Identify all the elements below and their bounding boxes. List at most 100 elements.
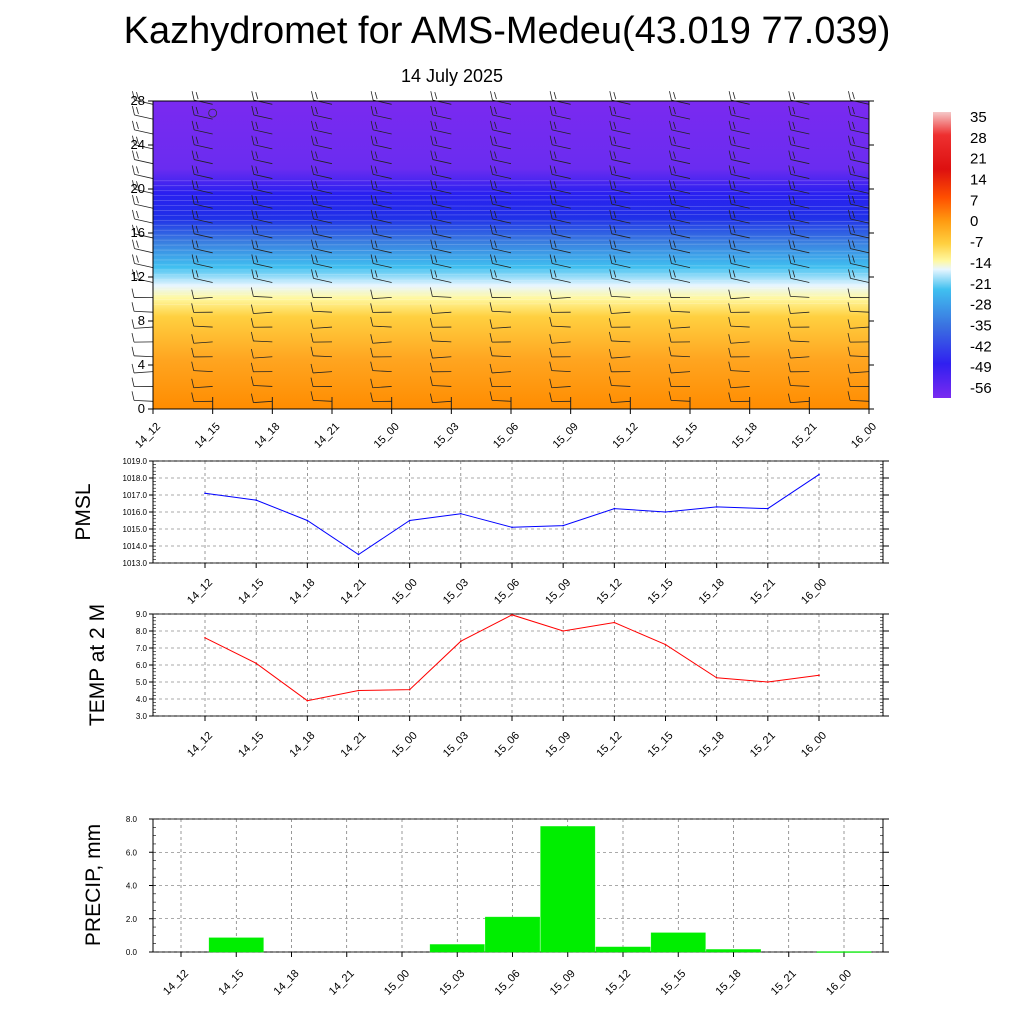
wind-barb bbox=[671, 174, 691, 179]
wind-barb bbox=[731, 114, 750, 120]
wind-barb bbox=[313, 326, 333, 329]
temp-2m-x-tick-label: 15_21 bbox=[748, 730, 778, 760]
pmsl-y-tick-label: 1014.0 bbox=[123, 542, 148, 551]
heatmap-field bbox=[153, 101, 869, 409]
page-title: Kazhydromet for AMS-Medeu(43.019 77.039) bbox=[123, 10, 891, 52]
wind-barb-flag bbox=[792, 181, 796, 189]
wind-barb-flag bbox=[848, 195, 851, 205]
wind-barb-flag bbox=[549, 180, 553, 190]
wind-barb-flag bbox=[669, 105, 672, 116]
wind-barb-flag bbox=[132, 224, 135, 234]
wind-barb-flag bbox=[370, 239, 374, 249]
wind-barb-flag bbox=[191, 239, 195, 249]
wind-barb-flag bbox=[549, 224, 553, 234]
wind-barb-flag bbox=[429, 318, 433, 328]
wind-barb bbox=[372, 341, 392, 344]
wind-barb-flag bbox=[848, 239, 851, 249]
precip-y-tick-label: 2.0 bbox=[126, 915, 138, 924]
wind-barb bbox=[790, 218, 810, 224]
wind-barb-flag bbox=[195, 210, 199, 219]
wind-barb bbox=[611, 340, 631, 343]
wind-barb-flag bbox=[787, 331, 791, 342]
wind-barb-flag bbox=[553, 106, 557, 115]
wind-barb bbox=[671, 233, 691, 239]
wind-barb bbox=[313, 129, 333, 135]
wind-barb-flag bbox=[549, 303, 553, 313]
wind-barb-flag bbox=[847, 391, 851, 401]
wind-barb-flag bbox=[311, 195, 314, 205]
colorbar bbox=[933, 112, 951, 398]
wind-barb-flag bbox=[131, 319, 135, 329]
precip-x-tick-label: 15_09 bbox=[548, 968, 578, 998]
wind-barb-flag bbox=[136, 270, 139, 278]
wind-barb-flag bbox=[430, 195, 434, 205]
wind-barb-flag bbox=[549, 317, 553, 327]
wind-barb bbox=[194, 174, 213, 179]
wind-barb-flag bbox=[847, 319, 851, 329]
wind-barb-flag bbox=[131, 333, 135, 343]
wind-barb bbox=[134, 355, 154, 358]
wind-barb-flag bbox=[255, 106, 259, 115]
wind-barb bbox=[492, 129, 512, 135]
wind-barb bbox=[373, 144, 392, 150]
wind-barb-flag bbox=[732, 151, 736, 159]
wind-barb bbox=[551, 386, 571, 389]
wind-barb bbox=[730, 386, 750, 389]
wind-barb-flag bbox=[728, 165, 732, 175]
wind-barb-flag bbox=[251, 239, 255, 249]
wind-barb-flag bbox=[732, 195, 736, 204]
wind-barb-flag bbox=[669, 180, 672, 190]
wind-barb bbox=[850, 263, 870, 269]
heatmap-y-tick-label: 20 bbox=[131, 181, 145, 196]
wind-barb bbox=[552, 277, 571, 283]
wind-barb-flag bbox=[132, 180, 135, 190]
heatmap-x-tick-label: 14_21 bbox=[312, 421, 342, 451]
wind-barb bbox=[611, 400, 631, 404]
wind-barb-flag bbox=[669, 150, 672, 160]
wind-barb-flag bbox=[136, 92, 139, 100]
precip-y-tick-label: 6.0 bbox=[126, 848, 138, 857]
pmsl-x-tick-label: 15_12 bbox=[594, 577, 624, 607]
wind-barb-flag bbox=[489, 319, 493, 329]
wind-barb-flag bbox=[430, 165, 434, 175]
wind-barb bbox=[432, 277, 452, 283]
wind-barb-flag bbox=[608, 331, 612, 342]
wind-barb-flag bbox=[315, 92, 318, 100]
wind-barb bbox=[731, 277, 750, 283]
wind-barb-flag bbox=[549, 91, 553, 101]
wind-barb-flag bbox=[490, 91, 493, 101]
pmsl-panel: 1013.0 1014.0 1015.0 1016.0 1017.0 1018.0 1019… bbox=[72, 457, 889, 607]
wind-barb bbox=[194, 277, 213, 283]
wind-barb bbox=[552, 233, 571, 239]
wind-barb-flag bbox=[132, 254, 135, 264]
wind-barb-flag bbox=[728, 254, 732, 264]
wind-barb-flag bbox=[311, 224, 314, 234]
wind-barb-flag bbox=[553, 240, 557, 248]
wind-barb bbox=[373, 248, 392, 254]
colorbar-label: 35 bbox=[970, 109, 987, 126]
wind-barb-flag bbox=[250, 393, 254, 403]
wind-barb-flag bbox=[430, 120, 434, 130]
wind-barb bbox=[671, 203, 691, 209]
wind-barb bbox=[671, 129, 691, 135]
wind-barb bbox=[313, 371, 333, 374]
wind-barb-flag bbox=[191, 165, 195, 175]
wind-barb-flag bbox=[608, 376, 612, 386]
precip-y-tick-label: 4.0 bbox=[126, 882, 138, 891]
wind-barb bbox=[313, 263, 333, 269]
wind-barb bbox=[194, 248, 213, 254]
wind-barb-flag bbox=[255, 195, 259, 204]
contour-line bbox=[152, 264, 870, 267]
contour-line bbox=[152, 279, 870, 282]
wind-barb bbox=[671, 144, 691, 150]
heatmap-y-tick-label: 4 bbox=[138, 357, 145, 372]
wind-barb-flag bbox=[609, 195, 613, 205]
wind-barb bbox=[611, 144, 631, 150]
contour-line bbox=[152, 184, 870, 187]
wind-barb-flag bbox=[732, 181, 736, 189]
wind-barb bbox=[432, 159, 452, 165]
wind-barb bbox=[790, 174, 810, 179]
wind-barb-flag bbox=[792, 270, 796, 278]
wind-barb bbox=[850, 326, 870, 329]
wind-barb bbox=[134, 188, 154, 194]
